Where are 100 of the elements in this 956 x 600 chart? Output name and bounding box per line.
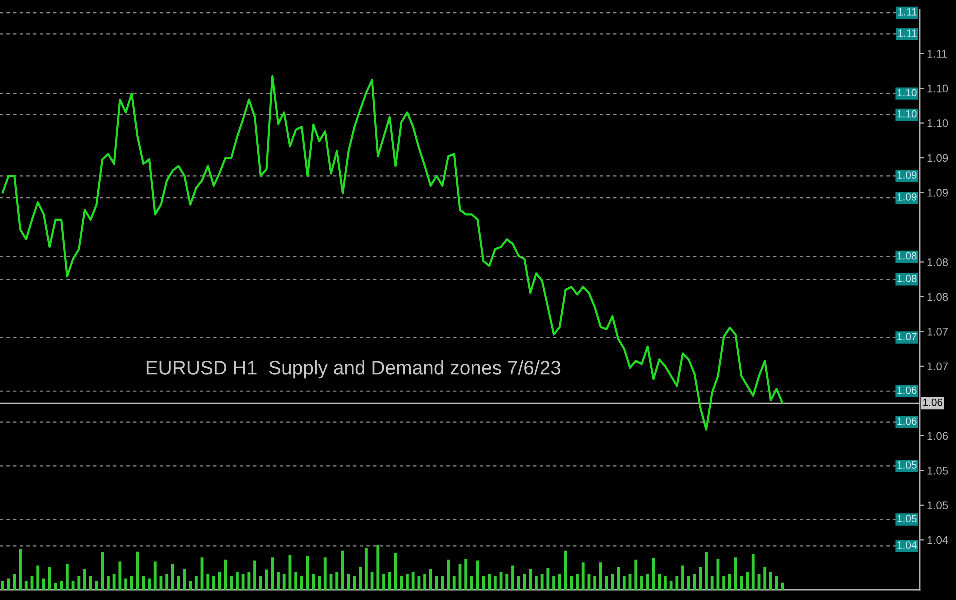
bar bbox=[775, 576, 778, 590]
bar bbox=[710, 576, 714, 590]
y-tick-label: 1.05 bbox=[928, 502, 948, 510]
bar bbox=[664, 576, 667, 590]
bar bbox=[189, 581, 192, 590]
bar bbox=[294, 572, 298, 590]
bar bbox=[171, 564, 174, 590]
bar bbox=[512, 566, 514, 590]
bar bbox=[388, 572, 392, 590]
bar bbox=[752, 554, 755, 590]
bar bbox=[599, 562, 602, 590]
ref-line-label: 1.08 bbox=[898, 252, 917, 260]
bar bbox=[148, 578, 151, 590]
bar bbox=[452, 576, 456, 590]
bar bbox=[611, 574, 614, 590]
bar bbox=[194, 576, 198, 590]
bar bbox=[534, 576, 538, 590]
bar bbox=[552, 576, 556, 590]
bar bbox=[640, 576, 644, 590]
ref-line-label: 1.05 bbox=[898, 462, 917, 469]
bar bbox=[7, 578, 10, 590]
bar bbox=[324, 558, 327, 590]
bar bbox=[212, 576, 216, 590]
bar bbox=[376, 545, 380, 590]
bar bbox=[406, 574, 409, 590]
bar bbox=[66, 564, 69, 590]
bar bbox=[470, 576, 474, 590]
ref-line-label: 1.04 bbox=[898, 542, 917, 549]
bar bbox=[464, 559, 468, 590]
bar bbox=[206, 574, 210, 590]
bar bbox=[112, 574, 116, 590]
bar bbox=[19, 549, 22, 590]
bar bbox=[646, 574, 650, 590]
bar bbox=[529, 569, 532, 590]
bar bbox=[101, 552, 104, 590]
bar bbox=[400, 576, 404, 590]
bar bbox=[740, 576, 744, 590]
bar bbox=[540, 574, 544, 590]
bar bbox=[770, 572, 772, 590]
bar bbox=[429, 569, 432, 590]
bar bbox=[570, 576, 574, 590]
y-tick-label: 1.07 bbox=[928, 362, 948, 371]
y-tick-label: 1.06 bbox=[928, 432, 948, 440]
bar bbox=[236, 572, 239, 590]
y-tick-label: 1.05 bbox=[928, 466, 948, 475]
ref-line-label: 1.11 bbox=[898, 8, 917, 16]
bar bbox=[617, 568, 620, 590]
y-tick-label: 1.09 bbox=[928, 154, 948, 162]
bar bbox=[271, 558, 274, 590]
bar bbox=[242, 574, 245, 590]
bar bbox=[716, 559, 720, 590]
bar bbox=[84, 569, 86, 590]
y-tick-label: 1.04 bbox=[928, 536, 948, 544]
ref-line-label: 1.09 bbox=[898, 172, 917, 179]
bar bbox=[254, 560, 256, 590]
bar bbox=[418, 576, 421, 590]
bar bbox=[494, 576, 497, 590]
bar bbox=[435, 576, 438, 590]
bar bbox=[124, 578, 128, 590]
bar bbox=[336, 572, 339, 590]
bar bbox=[558, 574, 562, 590]
bar bbox=[248, 572, 251, 590]
bar bbox=[48, 568, 52, 590]
bar bbox=[441, 576, 444, 590]
bar bbox=[746, 572, 749, 590]
bar bbox=[764, 568, 767, 590]
bar bbox=[89, 576, 92, 590]
bar bbox=[300, 576, 304, 590]
bar bbox=[42, 578, 46, 590]
bar bbox=[370, 572, 374, 590]
bar bbox=[412, 572, 415, 590]
ref-line-label: 1.10 bbox=[898, 89, 917, 97]
ref-line-label: 1.06 bbox=[898, 418, 917, 426]
ref-line-label: 1.08 bbox=[898, 275, 917, 282]
bar bbox=[447, 560, 450, 590]
bar bbox=[306, 556, 310, 590]
ref-line-label: 1.05 bbox=[898, 515, 917, 523]
bar bbox=[183, 569, 186, 590]
y-tick-label: 1.10 bbox=[928, 84, 948, 93]
bar bbox=[476, 560, 480, 590]
bar bbox=[605, 576, 608, 590]
ref-line-label: 1.07 bbox=[898, 333, 917, 341]
bar bbox=[259, 576, 262, 590]
bar bbox=[594, 576, 597, 590]
bar bbox=[24, 581, 28, 590]
bar bbox=[154, 562, 157, 590]
bar bbox=[166, 574, 169, 590]
bar bbox=[277, 572, 280, 590]
bar bbox=[699, 568, 702, 590]
bar bbox=[282, 574, 286, 590]
bar bbox=[634, 560, 638, 590]
ref-line-label: 1.06 bbox=[898, 386, 917, 394]
text: EURUSD H1 Supply and Demand zones 7/6/23 bbox=[146, 360, 561, 379]
bar bbox=[506, 574, 509, 590]
y-tick-label: 1.07 bbox=[928, 328, 948, 336]
bar bbox=[347, 574, 350, 590]
y-tick-label: 1.08 bbox=[928, 258, 948, 266]
bar bbox=[78, 576, 81, 590]
bar bbox=[288, 554, 292, 590]
y-tick-label: 1.11 bbox=[928, 50, 948, 58]
